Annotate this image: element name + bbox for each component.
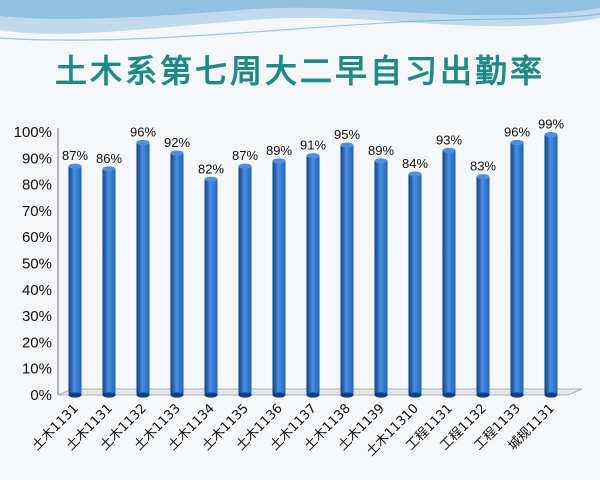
data-labels: 87% 86% 96% 92% 82% 87% 89% 91% 95% 89% 84% 93% 83% 9… (62, 117, 564, 177)
wave-decoration (0, 0, 600, 41)
bars (68, 132, 558, 398)
bar (272, 158, 286, 398)
y-tick-label: 50% (22, 256, 52, 273)
data-label: 82% (198, 161, 224, 176)
bar (204, 176, 218, 398)
bar (442, 147, 456, 398)
bar (476, 174, 490, 398)
bar (306, 153, 320, 398)
data-label: 84% (402, 156, 428, 171)
data-label: 96% (130, 125, 156, 140)
data-label: 89% (368, 143, 394, 158)
bar (374, 158, 388, 398)
bar (68, 163, 82, 398)
bar (238, 163, 252, 398)
bar (340, 142, 354, 398)
y-tick-label: 60% (22, 229, 52, 246)
y-axis-tick-labels: 0% 10% 20% 30% 40% 50% 60% 70% 80% 90% 100% (14, 124, 52, 404)
x-axis-category-labels: 土木1131土木1131土木1132土木1133土木1134土木1135土木11… (29, 401, 557, 459)
data-label: 87% (232, 148, 258, 163)
bar (136, 139, 150, 398)
y-tick-label: 100% (14, 124, 52, 141)
data-label: 86% (96, 151, 122, 166)
bar (408, 171, 422, 398)
bar (102, 166, 116, 398)
chart-title: 土木系第七周大二早自习出勤率 (55, 52, 545, 90)
y-tick-label: 30% (22, 308, 52, 325)
y-tick-label: 40% (22, 282, 52, 299)
data-label: 99% (538, 117, 564, 132)
y-tick-label: 10% (22, 361, 52, 378)
y-tick-label: 70% (22, 203, 52, 220)
bar (544, 132, 558, 398)
y-tick-label: 80% (22, 177, 52, 194)
data-label: 89% (266, 143, 292, 158)
data-label: 91% (300, 138, 326, 153)
data-label: 93% (436, 132, 462, 147)
data-label: 87% (62, 148, 88, 163)
data-label: 96% (504, 125, 530, 140)
y-tick-label: 20% (22, 334, 52, 351)
bar (510, 139, 524, 398)
y-tick-label: 0% (30, 387, 52, 404)
data-label: 83% (470, 159, 496, 174)
data-label: 95% (334, 127, 360, 142)
data-label: 92% (164, 135, 190, 150)
bar (170, 150, 184, 398)
y-tick-label: 90% (22, 150, 52, 167)
